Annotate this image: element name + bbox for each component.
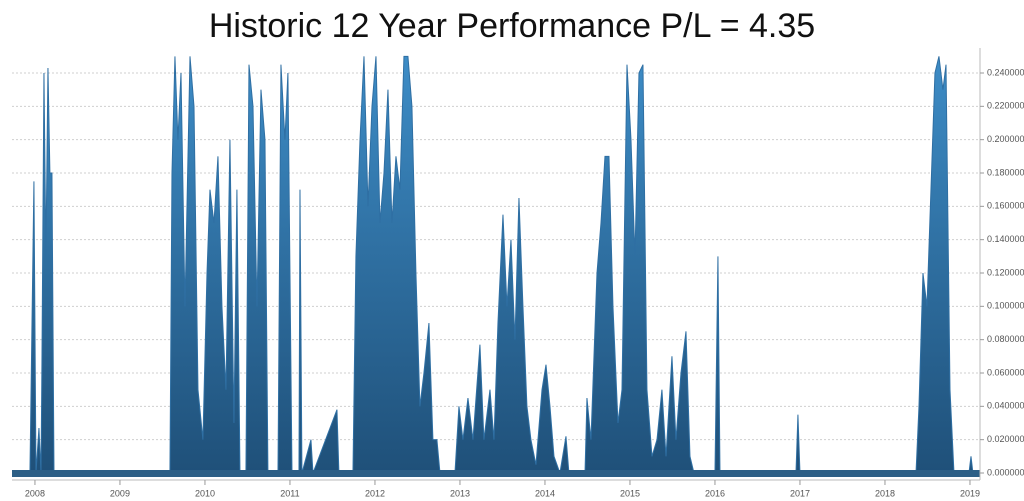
y-tick-label: 0.020000 bbox=[987, 434, 1024, 444]
area bbox=[12, 55, 978, 475]
x-tick-label: 2019 bbox=[960, 488, 980, 498]
x-tick-label: 2008 bbox=[25, 488, 45, 498]
y-tick-label: 0.040000 bbox=[987, 401, 1024, 411]
y-tick-label: 0.120000 bbox=[987, 267, 1024, 277]
y-tick-label: 0.240000 bbox=[987, 67, 1024, 77]
x-tick-label: 2012 bbox=[365, 488, 385, 498]
chart-title: Historic 12 Year Performance P/L = 4.35 bbox=[209, 7, 815, 45]
axes: 0.000000 0.020000 0.040000 0.060000 0.080000… bbox=[25, 67, 1024, 498]
x-tick-label: 2018 bbox=[875, 488, 895, 498]
y-tick-label: 0.160000 bbox=[987, 201, 1024, 211]
x-tick-label: 2010 bbox=[195, 488, 215, 498]
x-tick-label: 2015 bbox=[620, 488, 640, 498]
y-tick-label: 0.080000 bbox=[987, 334, 1024, 344]
baseline-band bbox=[12, 470, 980, 477]
x-tick-label: 2017 bbox=[790, 488, 810, 498]
plot bbox=[12, 55, 978, 475]
y-tick-label: 0.200000 bbox=[987, 134, 1024, 144]
x-tick-label: 2014 bbox=[535, 488, 555, 498]
x-tick-label: 2013 bbox=[450, 488, 470, 498]
x-tick-label: 2011 bbox=[280, 488, 299, 498]
y-tick-label: 0.060000 bbox=[987, 367, 1024, 377]
y-tick-label: 0.000000 bbox=[987, 467, 1024, 477]
x-tick-label: 2016 bbox=[705, 488, 725, 498]
y-tick-label: 0.140000 bbox=[987, 234, 1024, 244]
x-tick-label: 2009 bbox=[110, 488, 130, 498]
y-tick-label: 0.100000 bbox=[987, 301, 1024, 311]
y-tick-label: 0.220000 bbox=[987, 101, 1024, 111]
y-tick-label: 0.180000 bbox=[987, 167, 1024, 177]
